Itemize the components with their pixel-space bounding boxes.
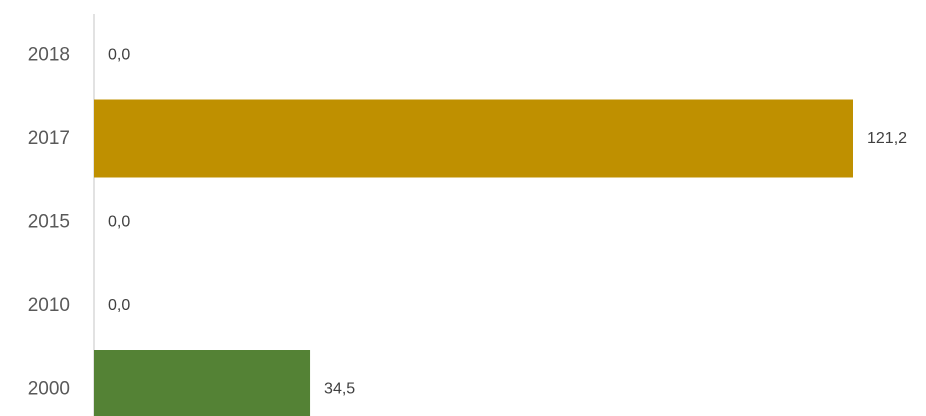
bars-layer (94, 99, 853, 416)
value-label-2015: 0,0 (108, 214, 130, 231)
category-label-2015: 2015 (28, 212, 70, 233)
value-label-2018: 0,0 (108, 47, 130, 64)
category-labels-layer: 2018 2017 2015 2010 2000 (28, 45, 70, 400)
value-labels-layer: 0,0 121,2 0,0 0,0 34,5 (108, 47, 907, 398)
bar-2017 (94, 99, 853, 178)
value-label-2017: 121,2 (867, 130, 907, 147)
category-label-2000: 2000 (28, 379, 70, 400)
category-label-2017: 2017 (28, 128, 70, 149)
value-label-2010: 0,0 (108, 297, 130, 314)
category-label-2010: 2010 (28, 295, 70, 316)
bar-2000 (94, 350, 311, 416)
category-label-2018: 2018 (28, 45, 70, 66)
value-label-2000: 34,5 (324, 381, 355, 398)
